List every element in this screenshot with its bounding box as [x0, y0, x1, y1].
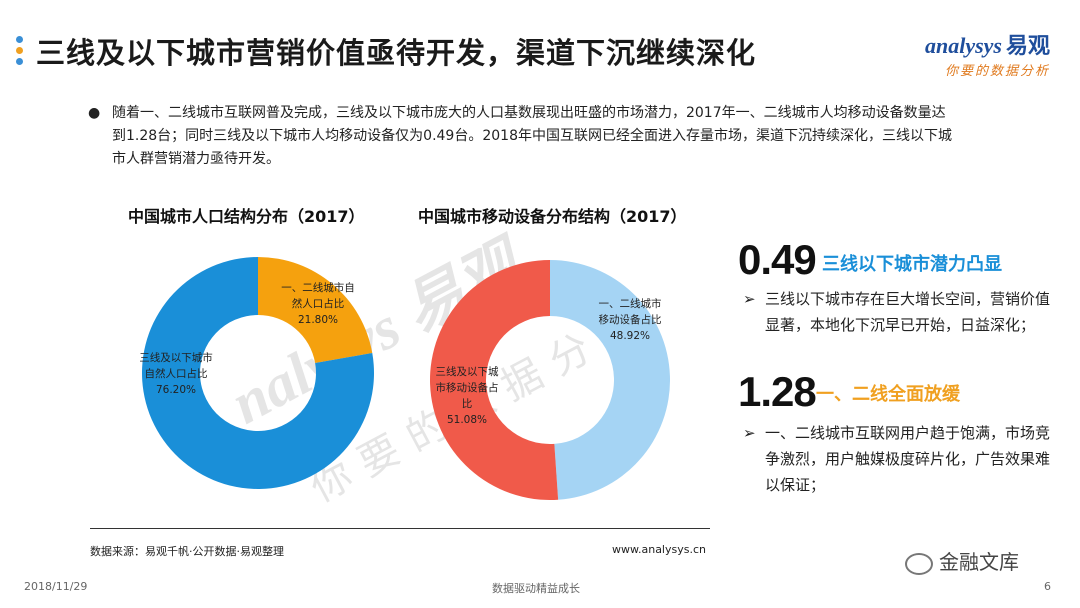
intro-paragraph: ● 随着一、二线城市互联网普及完成，三线及以下城市庞大的人口基数展现出旺盛的市场… [88, 102, 952, 171]
chart-1-slice-2-value-label: 76.20% [156, 384, 196, 396]
chart-1-slice-1-label: 然人口占比 [292, 297, 345, 310]
chart-2-slice-1 [550, 260, 671, 500]
logo-slogan: 你要的数据分析 [944, 64, 1050, 79]
chart-2-slice-1-value-label: 48.92% [610, 330, 650, 342]
highlight-1-text: 三线以下城市存在巨大增长空间，营销价值显著，本地化下沉早已开始，日益深化； [765, 290, 1051, 334]
footer-date: 2018/11/29 [24, 580, 88, 593]
analysys-logo: analysys 易观 你要的数据分析 [925, 28, 1050, 79]
logo-en: nalysys [935, 33, 1002, 58]
title-dots [16, 36, 24, 69]
highlight-2-heading: 一、二线全面放缓 [816, 384, 960, 405]
highlight-1-number: 0.49 [738, 236, 817, 283]
chart-1-slice-1-value-label: 21.80% [298, 314, 338, 326]
footer-tagline: 数据驱动精益成长 [492, 582, 580, 595]
logo-en-prefix: a [924, 33, 936, 58]
chart-2-title: 中国城市移动设备分布结构（2017） [418, 207, 687, 226]
data-source: 数据来源：易观千帆·公开数据·易观整理 [90, 545, 284, 558]
page-title: 三线及以下城市营销价值亟待开发，渠道下沉继续深化 [36, 36, 757, 70]
title-dot-1 [16, 36, 23, 43]
highlight-2-text: 一、二线城市互联网用户趋于饱满，市场竞争激烈，用户触媒极度碎片化，广告效果难以保… [765, 424, 1051, 494]
chart-2-slice-1-label: 移动设备占比 [599, 313, 662, 326]
chart-1-slice-2-label: 自然人口占比 [145, 367, 208, 380]
chart-2-slice-2-label: 三线及以下城 [436, 365, 499, 378]
highlight-1-heading: 三线以下城市潜力凸显 [822, 254, 1002, 275]
footer-divider [90, 528, 710, 529]
chart-1-title: 中国城市人口结构分布（2017） [128, 207, 365, 226]
title-dot-2 [16, 47, 23, 54]
wechat-name: 金融文库 [939, 550, 1019, 574]
wechat-icon [905, 552, 933, 575]
wechat-watermark: 金融文库 [905, 546, 1019, 575]
chart-2-slice-2-label: 比 [462, 397, 473, 410]
arrow-icon: ➢ [743, 290, 756, 308]
chart-2-slice-2-value-label: 51.08% [447, 414, 487, 426]
chart-1-slice-2 [142, 257, 374, 489]
chart-2-slice-2 [430, 260, 559, 500]
chart-1-slice-1-label: 一、二线城市自 [281, 281, 355, 294]
intro-text: 随着一、二线城市互联网普及完成，三线及以下城市庞大的人口基数展现出旺盛的市场潜力… [112, 105, 952, 167]
chart-1-slice-2-label: 三线及以下城市 [140, 351, 213, 364]
title-dot-3 [16, 58, 23, 65]
chart-1-slice-1 [258, 257, 373, 364]
logo-cn: 易观 [1005, 34, 1050, 59]
chart-2-slice-2-label: 市移动设备占 [436, 381, 499, 394]
highlight-1-text-block: ➢ 三线以下城市存在巨大增长空间，营销价值显著，本地化下沉早已开始，日益深化； [743, 286, 1055, 338]
highlight-2-text-block: ➢ 一、二线城市互联网用户趋于饱满，市场竞争激烈，用户触媒极度碎片化，广告效果难… [743, 420, 1055, 498]
bullet-icon: ● [88, 105, 101, 121]
website-link[interactable]: www.analysys.cn [612, 543, 706, 556]
chart-2-slice-1-label: 一、二线城市 [599, 297, 662, 310]
highlight-2-number: 1.28 [738, 368, 817, 415]
page-number: 6 [1044, 580, 1051, 593]
arrow-icon: ➢ [743, 424, 756, 442]
